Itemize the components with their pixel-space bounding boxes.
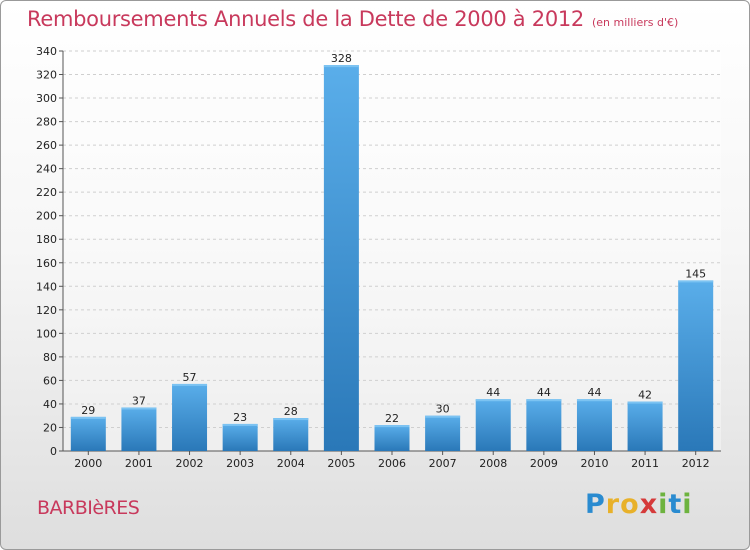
bar-top-edge-2008 — [475, 399, 511, 402]
bar-2000 — [70, 416, 106, 451]
bar-top-edge-2007 — [425, 415, 461, 418]
bar-top-edge-2010 — [576, 399, 612, 402]
bar-top-edge-2006 — [374, 425, 410, 428]
bar-2004 — [273, 418, 309, 451]
value-label-2005: 328 — [331, 52, 352, 65]
bar-top-edge-2009 — [526, 399, 562, 402]
y-tick-label: 300 — [36, 92, 57, 105]
y-tick-label: 240 — [36, 163, 57, 176]
y-tick-label: 140 — [36, 280, 57, 293]
x-tick-label-2011: 2011 — [631, 457, 659, 470]
value-label-2008: 44 — [486, 386, 500, 399]
bar-top-edge-2011 — [627, 401, 663, 404]
value-label-2011: 42 — [638, 389, 652, 402]
plot-area — [63, 51, 721, 451]
y-tick-label: 180 — [36, 233, 57, 246]
value-label-2004: 28 — [284, 405, 298, 418]
x-tick-label-2012: 2012 — [682, 457, 710, 470]
chart-title-text: Remboursements Annuels de la Dette de 20… — [27, 7, 584, 31]
x-tick-label-2009: 2009 — [530, 457, 558, 470]
bar-2010 — [576, 399, 612, 451]
y-tick-label: 20 — [43, 421, 57, 434]
bar-top-edge-2012 — [678, 280, 714, 283]
y-tick-label: 0 — [50, 445, 57, 458]
bar-2002 — [172, 383, 208, 451]
value-label-2009: 44 — [537, 386, 551, 399]
value-label-2003: 23 — [233, 411, 247, 424]
chart-title: Remboursements Annuels de la Dette de 20… — [27, 7, 678, 31]
chart-subtitle: (en milliers d'€) — [592, 16, 679, 29]
bar-top-edge-2005 — [323, 65, 359, 68]
y-tick-label: 220 — [36, 186, 57, 199]
bar-2007 — [425, 415, 461, 451]
value-label-2000: 29 — [81, 404, 95, 417]
x-tick-label-2005: 2005 — [327, 457, 355, 470]
value-label-2002: 57 — [183, 371, 197, 384]
y-tick-label: 260 — [36, 139, 57, 152]
y-tick-label: 100 — [36, 327, 57, 340]
y-tick-label: 40 — [43, 398, 57, 411]
x-tick-label-2007: 2007 — [429, 457, 457, 470]
commune-name: BARBIèRES — [37, 497, 140, 519]
y-tick-label: 80 — [43, 351, 57, 364]
y-tick-label: 320 — [36, 69, 57, 82]
y-tick-label: 160 — [36, 257, 57, 270]
bar-2011 — [627, 401, 663, 451]
bar-2012 — [678, 280, 714, 451]
bar-top-edge-2001 — [121, 407, 157, 410]
bar-top-edge-2002 — [172, 383, 208, 386]
bar-top-edge-2004 — [273, 418, 309, 421]
x-tick-label-2006: 2006 — [378, 457, 406, 470]
bar-top-edge-2003 — [222, 423, 258, 426]
y-tick-label: 280 — [36, 116, 57, 129]
value-label-2006: 22 — [385, 412, 399, 425]
x-tick-label-2004: 2004 — [277, 457, 305, 470]
bar-top-edge-2000 — [70, 416, 106, 419]
x-tick-label-2000: 2000 — [74, 457, 102, 470]
x-tick-label-2008: 2008 — [479, 457, 507, 470]
bar-2009 — [526, 399, 562, 451]
bar-2006 — [374, 425, 410, 451]
x-tick-label-2010: 2010 — [580, 457, 608, 470]
value-label-2012: 145 — [685, 267, 706, 280]
value-label-2010: 44 — [587, 386, 601, 399]
y-tick-label: 60 — [43, 374, 57, 387]
bar-2001 — [121, 407, 157, 451]
bar-2008 — [475, 399, 511, 451]
y-tick-label: 200 — [36, 210, 57, 223]
x-tick-label-2003: 2003 — [226, 457, 254, 470]
x-tick-label-2001: 2001 — [125, 457, 153, 470]
value-label-2007: 30 — [436, 403, 450, 416]
bar-2005 — [323, 65, 359, 451]
x-tick-label-2002: 2002 — [176, 457, 204, 470]
y-tick-label: 340 — [36, 45, 57, 58]
y-tick-label: 120 — [36, 304, 57, 317]
value-label-2001: 37 — [132, 394, 146, 407]
proxiti-logo: Proxiti — [585, 489, 693, 520]
bar-2003 — [222, 423, 258, 451]
